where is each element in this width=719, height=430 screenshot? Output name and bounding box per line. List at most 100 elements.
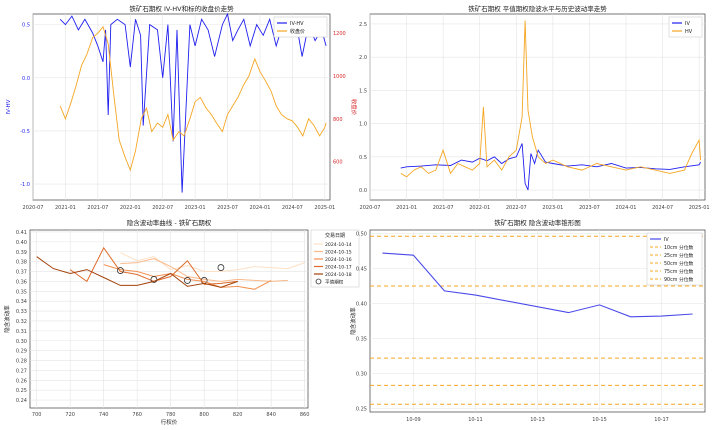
x-tick-label: 2023-07 bbox=[217, 205, 238, 211]
y-tick-label: 0.34 bbox=[16, 299, 27, 305]
x-tick-label: 760 bbox=[132, 412, 142, 418]
x-tick-label: 10-17 bbox=[654, 417, 669, 423]
y-left-tick-label: -1.0 bbox=[20, 182, 30, 188]
x-axis-label: 行权价 bbox=[161, 418, 178, 426]
chart-title: 铁矿石期权 隐含波动率锥形图 bbox=[494, 218, 581, 227]
legend-label: 25cm 分位数 bbox=[664, 252, 694, 259]
x-tick-label: 2022-07 bbox=[152, 205, 173, 211]
legend-box bbox=[646, 232, 703, 286]
x-tick-label: 2021-01 bbox=[396, 205, 417, 211]
y-tick-label: 0.41 bbox=[16, 230, 27, 236]
y-right-tick-label: 800 bbox=[333, 117, 343, 123]
x-tick-label: 2023-01 bbox=[542, 205, 563, 211]
y-right-tick-label: 1200 bbox=[333, 31, 346, 37]
x-tick-label: 2024-01 bbox=[616, 205, 637, 211]
legend-label: 平值期权 bbox=[325, 279, 344, 286]
legend-label: 2024-10-17 bbox=[325, 265, 352, 271]
x-tick-label: 2023-01 bbox=[185, 205, 206, 211]
series-line-IV bbox=[400, 143, 701, 191]
iv-cone-chart: 铁矿石期权 隐含波动率锥形图 10-09 10-11 10-13 10-15 10-17 0… bbox=[349, 218, 706, 423]
series-line-HV bbox=[400, 20, 702, 178]
y-tick-label: 0.36 bbox=[16, 279, 27, 285]
x-tick-label: 2021-01 bbox=[55, 205, 76, 211]
legend-label: 2024-10-14 bbox=[325, 242, 352, 248]
y-tick-label: 0.30 bbox=[356, 372, 367, 378]
chart-title: 隐含波动率曲线 - 铁矿石期权 bbox=[127, 218, 212, 227]
y-tick-label: 0.25 bbox=[356, 407, 367, 413]
x-tick-label: 10-11 bbox=[468, 417, 483, 423]
smile-line-2024-10-17 bbox=[69, 246, 238, 285]
y-tick-label: 0.29 bbox=[16, 349, 27, 355]
y-tick-label: 2.5 bbox=[359, 22, 367, 28]
atm-iv-hv-chart: 铁矿石期权 平值期权隐波水平与历史波动率走势 2020-07 2021-01 2021… bbox=[359, 4, 710, 211]
y-tick-label: 0.24 bbox=[16, 398, 27, 404]
y-tick-label: 0.40 bbox=[16, 240, 27, 246]
y-right-tick-label: 1000 bbox=[333, 74, 346, 80]
x-tick-label: 10-13 bbox=[530, 417, 545, 423]
y-tick-label: 1.5 bbox=[359, 88, 367, 94]
legend-label: HV bbox=[685, 29, 693, 35]
x-tick-label: 2020-07 bbox=[360, 205, 381, 211]
x-tick-label: 2024-07 bbox=[282, 205, 303, 211]
y-tick-label: 0.5 bbox=[359, 155, 367, 161]
y-tick-label: 0.37 bbox=[16, 270, 27, 276]
y-right-label: 收盘价 bbox=[350, 99, 358, 116]
x-tick-label: 840 bbox=[266, 412, 276, 418]
atm-marker bbox=[117, 267, 124, 274]
smile-line-2024-10-16 bbox=[103, 264, 272, 290]
y-tick-label: 0.45 bbox=[356, 267, 367, 273]
x-tick-label: 2024-07 bbox=[652, 205, 673, 211]
atm-marker bbox=[184, 277, 191, 284]
x-tick-label: 2022-07 bbox=[506, 205, 527, 211]
x-tick-label: 720 bbox=[65, 412, 75, 418]
x-tick-label: 10-09 bbox=[406, 417, 421, 423]
y-tick-label: 0.32 bbox=[16, 319, 27, 325]
atm-marker bbox=[217, 264, 225, 271]
y-tick-label: 0.38 bbox=[16, 260, 27, 266]
y-left-tick-label: 0.5 bbox=[22, 23, 30, 29]
y-left-tick-label: -0.5 bbox=[20, 129, 30, 135]
y-axis-label: 隐含波动率 bbox=[3, 305, 11, 333]
y-right-tick-label: 600 bbox=[333, 160, 343, 166]
y-left-tick-label: 0.0 bbox=[22, 76, 30, 82]
plot-frame bbox=[29, 229, 309, 409]
y-tick-label: 0.33 bbox=[16, 309, 27, 315]
x-tick-label: 2021-07 bbox=[87, 205, 108, 211]
y-tick-label: 0.35 bbox=[356, 337, 367, 343]
x-tick-label: 780 bbox=[166, 412, 176, 418]
plot-frame bbox=[369, 13, 706, 201]
y-tick-label: 0.28 bbox=[16, 359, 27, 365]
smile-line-2024-10-15 bbox=[120, 258, 288, 282]
series-line-收盘价 bbox=[59, 25, 327, 172]
y-tick-label: 0.27 bbox=[16, 368, 27, 374]
y-tick-label: 0.25 bbox=[16, 388, 27, 394]
legend-box bbox=[668, 16, 703, 38]
x-tick-label: 800 bbox=[199, 412, 209, 418]
y-tick-label: 0.35 bbox=[16, 289, 27, 295]
x-tick-label: 740 bbox=[99, 412, 109, 418]
x-tick-label: 2025-01 bbox=[314, 205, 335, 211]
y-tick-label: 0.40 bbox=[356, 302, 367, 308]
legend-label: IV-HV bbox=[290, 21, 304, 27]
cone-iv-line bbox=[382, 252, 693, 318]
chart-title: 铁矿石期权 平值期权隐波水平与历史波动率走势 bbox=[468, 4, 607, 13]
legend-label: 2024-10-16 bbox=[325, 257, 352, 263]
legend-label: 75cm 分位数 bbox=[664, 268, 694, 275]
x-tick-label: 2023-07 bbox=[579, 205, 600, 211]
y-tick-label: 0.26 bbox=[16, 378, 27, 384]
x-tick-label: 860 bbox=[300, 412, 310, 418]
legend-label: 2024-10-15 bbox=[325, 250, 352, 256]
x-tick-label: 10-15 bbox=[592, 417, 607, 423]
iv-smile-chart: 隐含波动率曲线 - 铁矿石期权 700 720 740 760 780 800 820 840 8… bbox=[3, 218, 360, 426]
y-tick-label: 0.30 bbox=[16, 339, 27, 345]
x-tick-label: 2022-01 bbox=[469, 205, 490, 211]
legend-label: 90cm 分位数 bbox=[664, 276, 694, 283]
y-tick-label: 0.50 bbox=[356, 232, 367, 238]
iv-hv-price-chart: 铁矿石期权 IV-HV和标的收盘价走势 2020-07 2021-01 2021-07… bbox=[6, 4, 358, 211]
x-tick-label: 2021-07 bbox=[433, 205, 454, 211]
y-tick-label: 0.0 bbox=[359, 188, 367, 194]
smile-line-2024-10-14 bbox=[120, 252, 305, 272]
x-tick-label: 2022-01 bbox=[120, 205, 141, 211]
